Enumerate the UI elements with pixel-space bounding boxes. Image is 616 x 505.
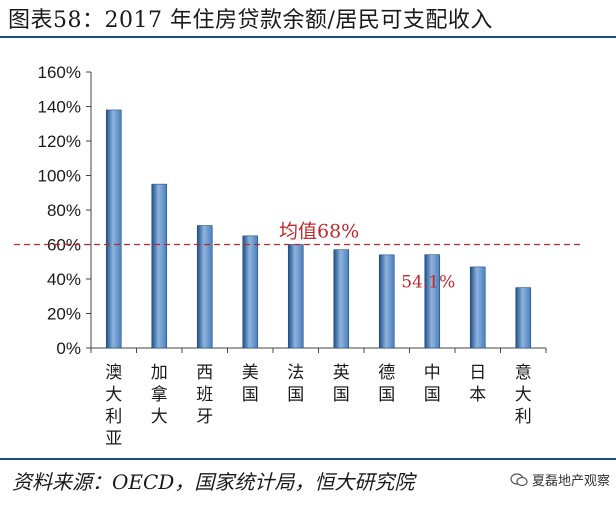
bar <box>105 109 122 349</box>
x-category-label: 法 <box>287 363 304 383</box>
reference-line-group: 均值68% <box>14 221 584 246</box>
x-category-label: 国 <box>424 385 441 405</box>
chart-title: 图表58：2017 年住房贷款余额/居民可支配收入 <box>8 8 493 33</box>
y-tick-label: 80% <box>47 201 81 220</box>
x-category-label: 大 <box>515 385 532 405</box>
x-category-label: 英 <box>333 363 350 383</box>
x-category-label: 大 <box>105 385 122 405</box>
watermark: 夏磊地产观察 <box>510 470 610 489</box>
x-category-label: 拿 <box>151 384 168 405</box>
x-category-label: 大 <box>151 407 168 427</box>
y-tick-label: 140% <box>38 98 81 117</box>
y-tick-label: 40% <box>47 270 81 289</box>
y-tick-label: 20% <box>47 305 81 324</box>
bar <box>469 266 486 349</box>
y-tick-label: 160% <box>38 63 81 82</box>
average-label: 均值68% <box>279 221 359 243</box>
x-category-label: 利 <box>515 407 532 427</box>
x-category-label: 班 <box>196 385 213 405</box>
bar <box>151 183 168 349</box>
x-category-label: 利 <box>105 407 122 427</box>
x-category-label: 国 <box>287 385 304 405</box>
y-tick-label: 0% <box>56 339 81 358</box>
bars <box>105 109 532 349</box>
x-category-label: 日 <box>469 363 486 383</box>
x-category-label: 本 <box>469 385 486 405</box>
x-category-label: 国 <box>378 385 395 405</box>
x-category-label: 国 <box>333 385 350 405</box>
x-category-label: 德 <box>378 363 395 383</box>
bar <box>515 287 532 349</box>
bar <box>287 244 304 349</box>
x-category-label: 牙 <box>196 407 213 427</box>
x-category-label: 亚 <box>105 429 122 449</box>
top-rule <box>0 36 616 38</box>
bar <box>333 249 350 349</box>
source-note: 资料来源：OECD，国家统计局，恒大研究院 <box>12 470 415 494</box>
y-tick-label: 60% <box>47 236 81 255</box>
x-category-label: 澳 <box>105 363 122 383</box>
x-category-label: 国 <box>242 385 259 405</box>
bar <box>424 254 441 349</box>
x-category-label: 美 <box>242 363 259 383</box>
x-category-label: 中 <box>424 363 441 383</box>
x-category-label: 意 <box>515 363 532 383</box>
axes: 0% 20% 40% 60% 80% 100% 120% 140% 160% <box>38 63 547 358</box>
bar <box>242 235 259 349</box>
x-category-label: 加 <box>151 363 168 383</box>
bar <box>378 254 395 349</box>
y-tick-label: 100% <box>38 167 81 186</box>
wechat-icon <box>510 472 528 486</box>
bar <box>196 225 213 349</box>
bottom-rule <box>0 458 616 460</box>
data-label: 54.1% <box>401 273 455 293</box>
bar-chart: 0%20%40%60%80%100%120%140%160% 均值68% 澳大利… <box>14 63 584 449</box>
watermark-text: 夏磊地产观察 <box>531 474 610 489</box>
y-tick-label: 120% <box>38 132 81 151</box>
x-category-label: 西 <box>196 363 213 383</box>
